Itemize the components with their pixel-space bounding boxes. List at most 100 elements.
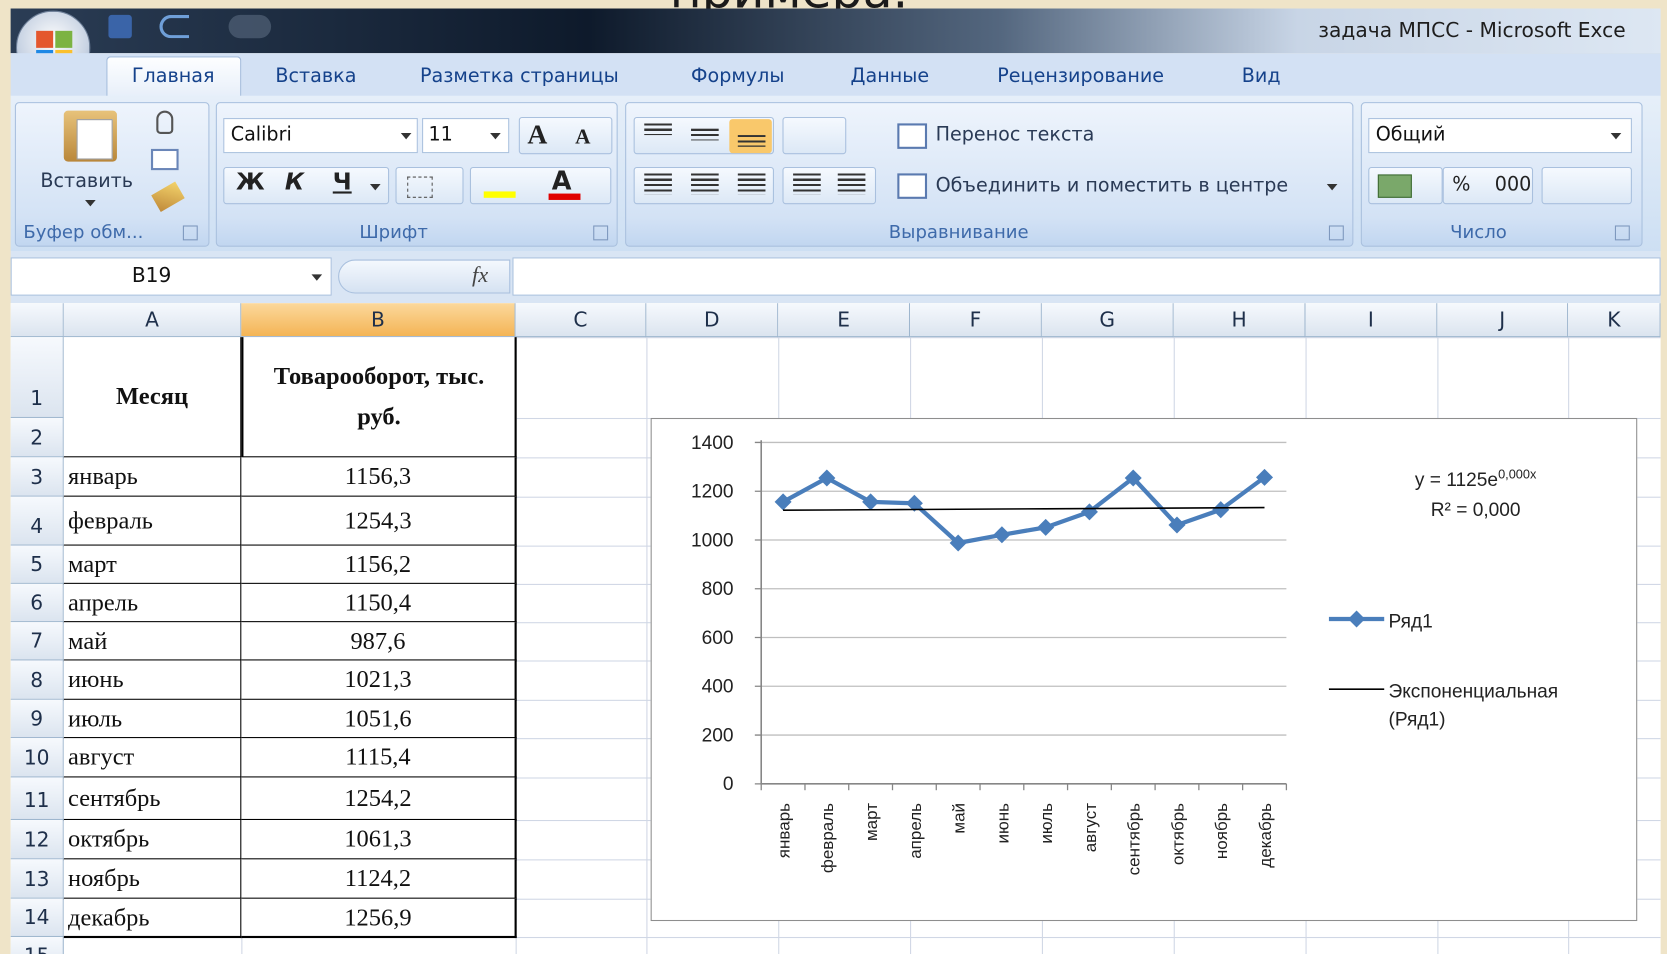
row-header[interactable]: 8 xyxy=(10,660,64,700)
decimal-buttons[interactable] xyxy=(1541,166,1632,205)
dropdown-arrow[interactable] xyxy=(311,274,323,281)
dropdown-arrow[interactable] xyxy=(490,132,501,140)
tab[interactable]: Вставка xyxy=(275,64,357,88)
align-left-icon[interactable] xyxy=(644,173,672,195)
group-label: Выравнивание xyxy=(888,222,1029,244)
turnover-cell: 1254,2 xyxy=(241,777,517,822)
column-header[interactable]: G xyxy=(1041,303,1174,338)
row-header[interactable]: 3 xyxy=(10,457,64,497)
month-cell: июль xyxy=(63,699,243,740)
wrap-text-button[interactable]: Перенос текста xyxy=(935,123,1095,146)
turnover-cell: 1156,3 xyxy=(241,457,517,498)
name-box[interactable] xyxy=(10,257,332,296)
row-header[interactable]: 2 xyxy=(10,417,64,458)
active-tab xyxy=(106,56,242,99)
row-header[interactable]: 14 xyxy=(10,898,64,937)
paste-button[interactable]: Вставить xyxy=(40,170,134,193)
chart[interactable]: 0 200 400 600 800 1000 1200 1400 январь февраль ма… xyxy=(650,417,1638,922)
tab[interactable]: Формулы xyxy=(691,64,785,88)
align-middle-icon[interactable] xyxy=(691,128,719,141)
dropdown-arrow[interactable] xyxy=(1326,183,1338,191)
borders-button[interactable] xyxy=(395,166,464,205)
row-header[interactable]: 12 xyxy=(10,819,64,860)
copy-icon[interactable] xyxy=(150,148,179,171)
merge-button[interactable]: Объединить и поместить в центре xyxy=(935,174,1289,197)
outdent-icon[interactable] xyxy=(837,173,866,195)
percent-button[interactable]: % xyxy=(1452,173,1471,196)
dropdown-arrow[interactable] xyxy=(400,132,412,140)
tab[interactable]: Данные xyxy=(850,64,930,88)
underline-button[interactable]: Ч xyxy=(332,169,352,196)
undo-icon[interactable] xyxy=(159,14,190,39)
tab-bar xyxy=(10,53,1661,98)
tab[interactable]: Вид xyxy=(1241,64,1281,88)
row-header[interactable]: 11 xyxy=(10,777,64,820)
font-size-buttons xyxy=(518,116,613,155)
y-tick-label: 600 xyxy=(702,628,734,649)
merge-icon[interactable] xyxy=(897,173,928,199)
row-header[interactable]: 1 xyxy=(10,337,64,418)
row-header[interactable]: 5 xyxy=(10,545,64,584)
row-header[interactable]: 9 xyxy=(10,699,64,739)
save-icon[interactable] xyxy=(108,14,132,39)
align-bottom-icon[interactable] xyxy=(737,135,766,147)
column-header[interactable]: E xyxy=(778,303,911,338)
dialog-launcher[interactable] xyxy=(1328,225,1344,241)
italic-button[interactable]: К xyxy=(284,169,305,196)
row-header[interactable]: 6 xyxy=(10,583,64,623)
x-tick-label: июль xyxy=(1037,803,1056,844)
currency-button[interactable] xyxy=(1368,166,1443,205)
column-header[interactable]: H xyxy=(1173,303,1306,338)
dropdown-arrow[interactable] xyxy=(85,199,96,207)
number-format-box[interactable] xyxy=(1368,118,1632,154)
dropdown-arrow[interactable] xyxy=(369,183,381,191)
row-header[interactable]: 4 xyxy=(10,496,64,546)
tab[interactable]: Рецензирование xyxy=(997,64,1165,88)
data-marker xyxy=(949,534,967,552)
dialog-launcher[interactable] xyxy=(1614,225,1630,241)
month-cell: сентябрь xyxy=(63,777,243,822)
formula-input[interactable] xyxy=(512,257,1661,296)
column-header[interactable]: C xyxy=(515,303,647,338)
column-header[interactable]: F xyxy=(910,303,1042,338)
align-right-icon[interactable] xyxy=(737,173,766,195)
column-header[interactable]: J xyxy=(1437,303,1569,338)
fill-color-button[interactable] xyxy=(483,191,516,198)
y-tick-label: 400 xyxy=(702,677,734,698)
column-header[interactable]: K xyxy=(1568,303,1661,338)
redo-icon[interactable] xyxy=(228,14,272,39)
indent-icon[interactable] xyxy=(793,173,821,195)
dialog-launcher[interactable] xyxy=(593,225,609,241)
column-header[interactable]: B xyxy=(241,303,516,338)
dialog-launcher[interactable] xyxy=(182,225,198,241)
number-format: Общий xyxy=(1375,123,1446,146)
wrap-icon[interactable] xyxy=(897,123,928,149)
row-header[interactable]: 7 xyxy=(10,622,64,661)
bold-button[interactable]: Ж xyxy=(236,169,265,196)
orientation-button[interactable] xyxy=(782,116,847,155)
grow-font-button[interactable]: A xyxy=(527,119,548,150)
row-header[interactable]: 10 xyxy=(10,738,64,778)
column-header[interactable]: D xyxy=(646,303,779,338)
row-header[interactable]: 13 xyxy=(10,859,64,899)
tab[interactable]: Главная xyxy=(131,64,215,88)
shrink-font-button[interactable]: A xyxy=(575,125,591,149)
column-header[interactable]: A xyxy=(63,303,242,338)
font-name-box[interactable] xyxy=(223,118,418,154)
row-header[interactable]: 15 xyxy=(10,936,64,954)
insert-function-button[interactable]: fx xyxy=(472,261,489,288)
trend-equation: y = 1125e0,000x xyxy=(1385,467,1566,491)
align-center-icon[interactable] xyxy=(691,173,719,195)
tab[interactable]: Разметка страницы xyxy=(419,64,619,88)
thousands-button[interactable]: 000 xyxy=(1494,173,1532,196)
column-header[interactable]: I xyxy=(1305,303,1438,338)
x-tick-label: февраль xyxy=(818,803,837,873)
month-cell: октябрь xyxy=(63,819,243,861)
dropdown-arrow[interactable] xyxy=(1610,132,1622,140)
font-color-button[interactable]: A xyxy=(551,165,572,196)
cut-icon[interactable] xyxy=(156,110,174,135)
data-marker xyxy=(818,469,836,487)
align-top-icon[interactable] xyxy=(644,123,672,136)
paste-icon[interactable] xyxy=(63,110,117,162)
